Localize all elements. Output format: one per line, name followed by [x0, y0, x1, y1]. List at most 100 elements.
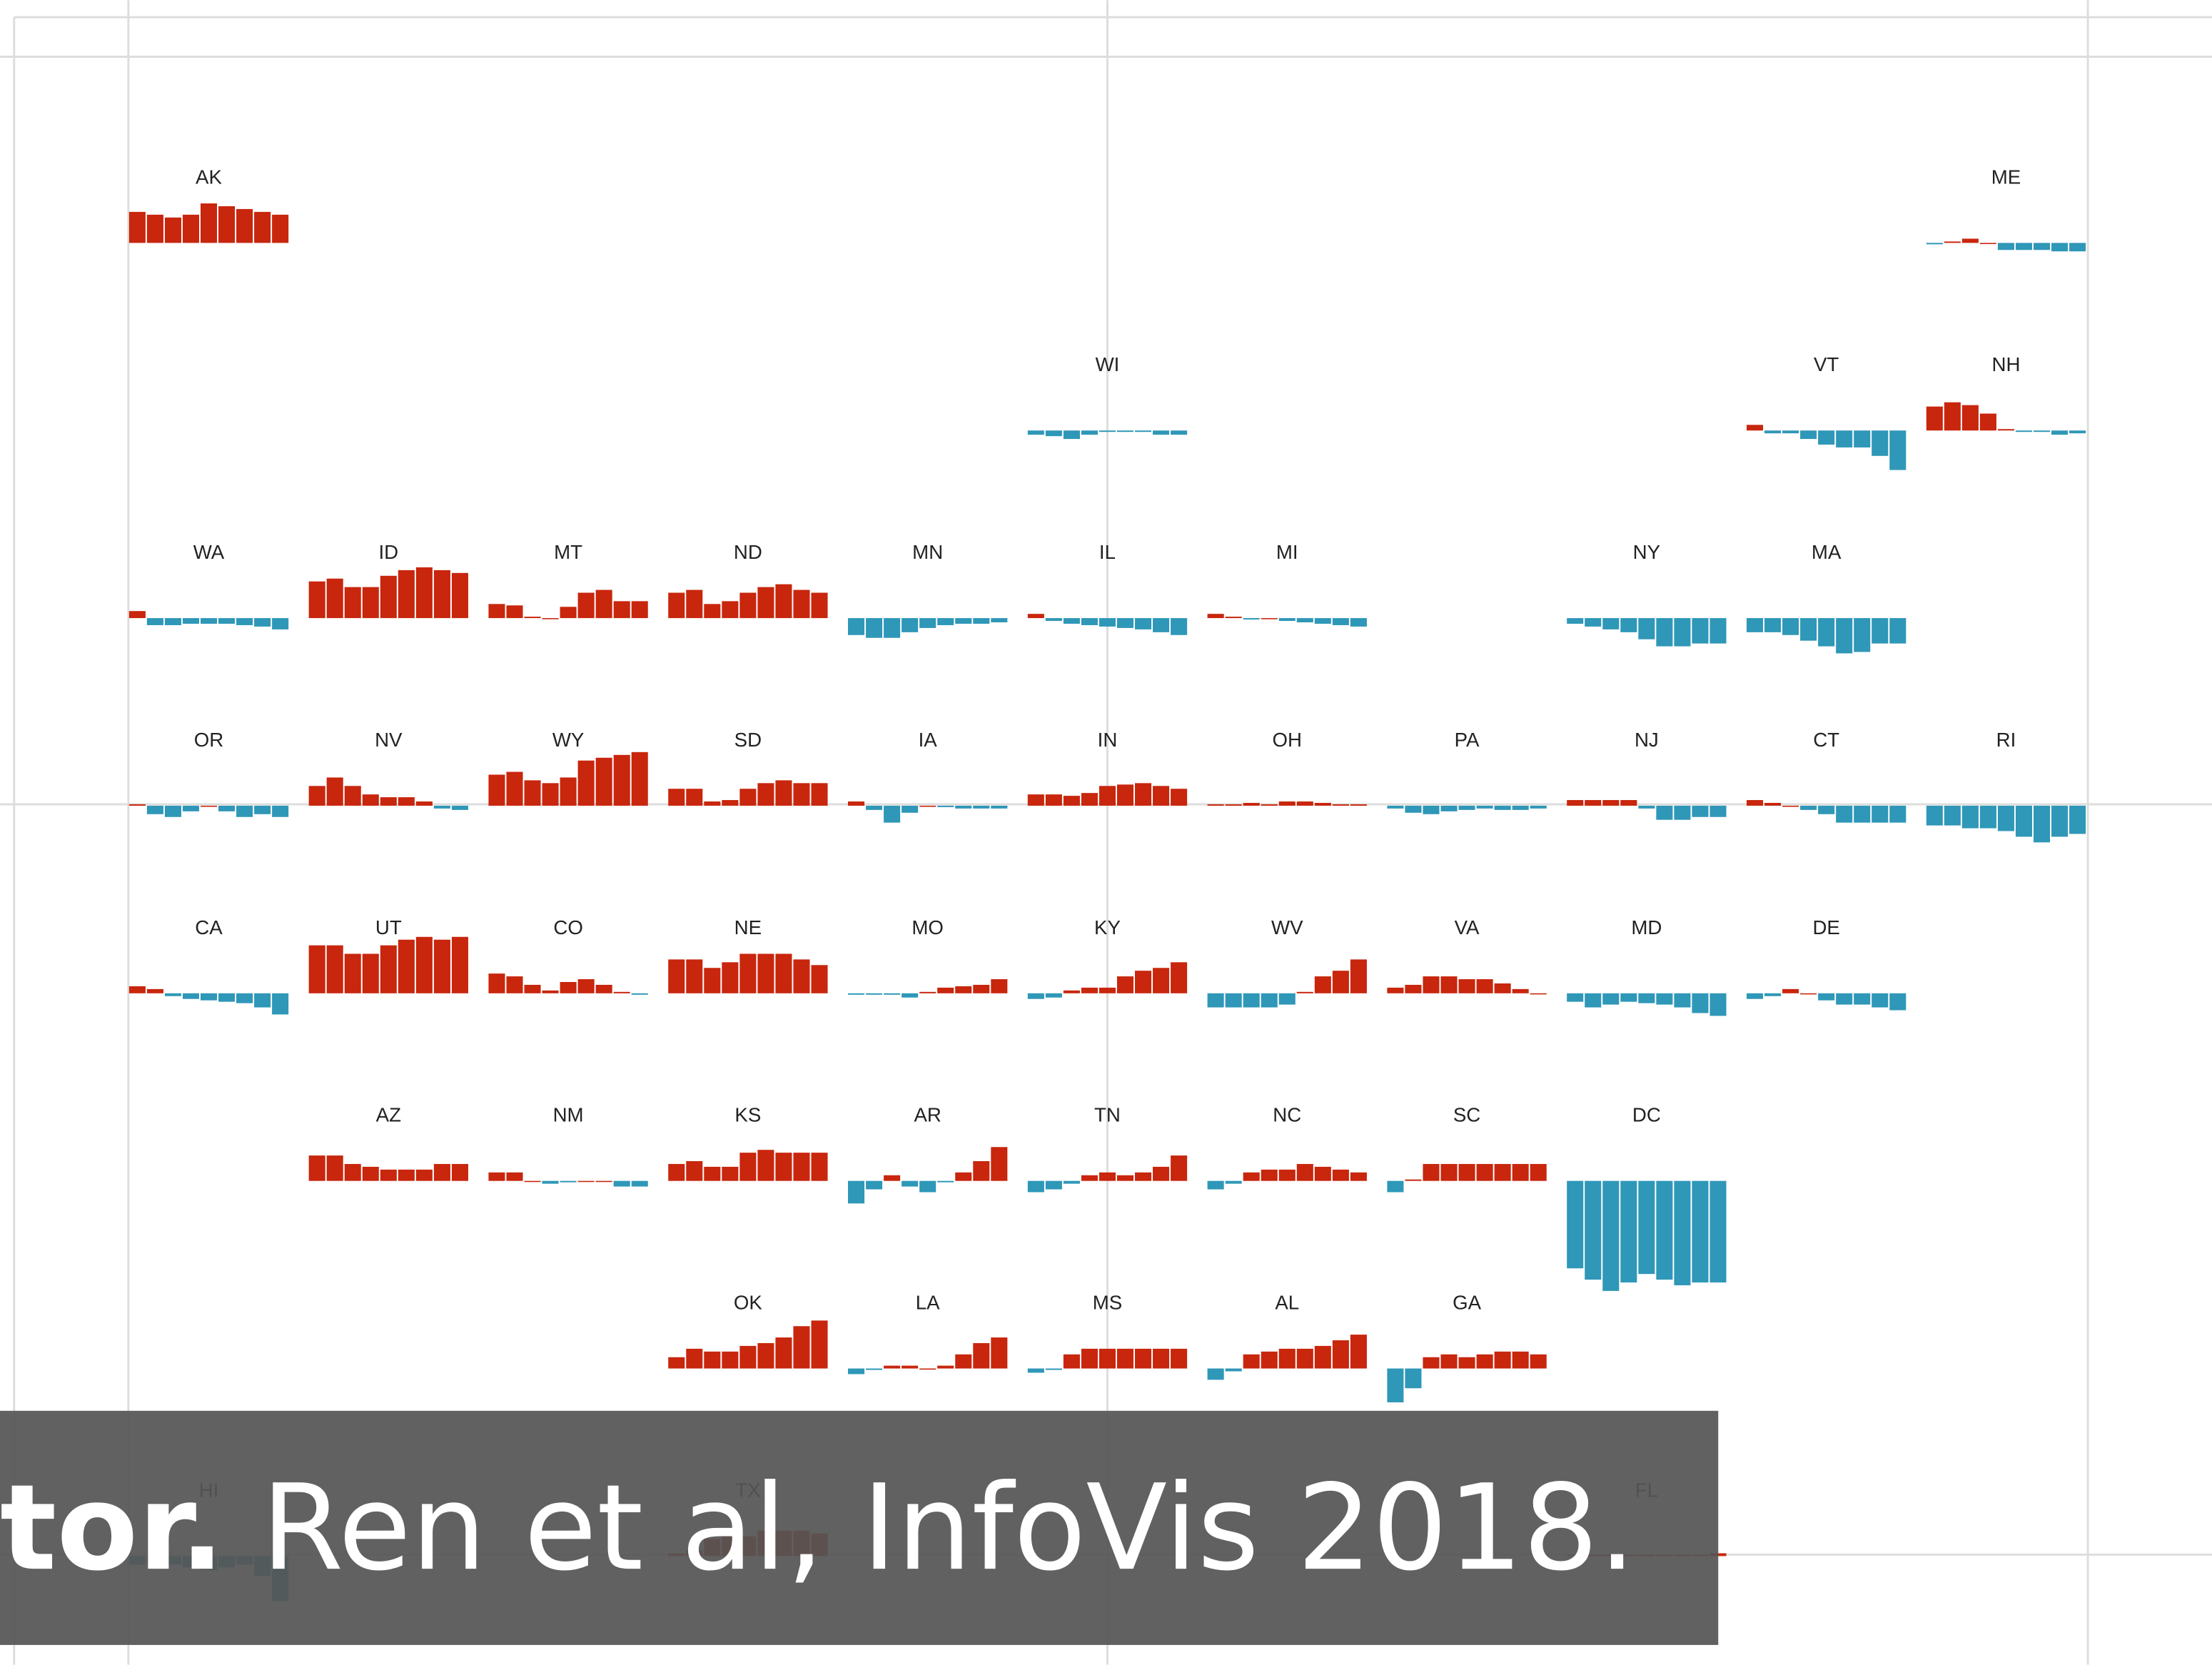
bar [200, 203, 218, 243]
tile: ID [308, 541, 468, 619]
bar [1296, 618, 1313, 623]
bar [595, 589, 612, 619]
tile-label: IN [1098, 729, 1118, 751]
bar [236, 618, 253, 625]
tile: CA [128, 916, 289, 1015]
bar [1638, 618, 1655, 639]
bar [128, 804, 146, 806]
bar [775, 780, 792, 806]
tile-label: AL [1275, 1292, 1299, 1314]
bar [1872, 618, 1889, 644]
bar [1153, 968, 1170, 993]
bar [1225, 993, 1242, 1008]
bar [1207, 614, 1224, 619]
bar [1332, 1169, 1349, 1181]
bar [1423, 1357, 1440, 1369]
bar [2015, 430, 2033, 432]
bar [1135, 783, 1152, 806]
tile: GA [1387, 1292, 1547, 1402]
bar [1800, 618, 1817, 641]
bar [236, 805, 253, 817]
bar [1243, 802, 1260, 806]
bar [902, 1365, 919, 1369]
bar [1800, 805, 1817, 810]
bar [1764, 802, 1782, 806]
bar [739, 953, 757, 993]
caption: tor. Ren et al, InfoVis 2018. [0, 1459, 1636, 1597]
tile: CO [488, 916, 648, 995]
tile-label: NC [1273, 1104, 1301, 1126]
tile-label: NH [1991, 353, 2020, 375]
bar [595, 757, 612, 806]
tile-label: NM [553, 1104, 584, 1126]
tile: KS [668, 1104, 828, 1181]
bar [1512, 805, 1529, 810]
bar [686, 789, 703, 806]
bar [577, 760, 595, 806]
bar [902, 1180, 919, 1187]
bar [344, 1163, 361, 1181]
bar [1153, 786, 1170, 806]
tile: IN [1027, 729, 1188, 806]
bar [739, 1345, 757, 1369]
bar [811, 1153, 828, 1181]
bar [1674, 805, 1691, 820]
bar [1027, 614, 1044, 619]
bar [1225, 804, 1242, 806]
bar [1387, 987, 1404, 993]
bar [919, 1368, 936, 1370]
bar [884, 1175, 901, 1181]
bar [668, 592, 685, 619]
bar [1099, 618, 1116, 627]
bar [182, 993, 200, 999]
bar [955, 986, 972, 993]
bar [524, 617, 541, 619]
bar [1602, 993, 1620, 1005]
bar [488, 1172, 505, 1181]
bar [919, 805, 936, 807]
bar [1818, 993, 1835, 1001]
bar [704, 604, 721, 619]
bar [542, 990, 559, 993]
bar [433, 1163, 450, 1181]
bar [1116, 784, 1134, 806]
bar [1278, 618, 1296, 622]
bar [1243, 1354, 1260, 1369]
bar [1153, 1166, 1170, 1181]
tile: UT [308, 916, 468, 993]
bar [542, 783, 559, 806]
tile: WY [488, 729, 648, 806]
bar [560, 1180, 577, 1183]
bar [793, 783, 810, 806]
bar [1854, 618, 1871, 652]
bar [884, 805, 901, 823]
bar [1332, 1340, 1349, 1369]
bar [1961, 405, 1979, 431]
bar [1979, 243, 1996, 244]
tile-label: GA [1453, 1292, 1482, 1314]
tile-label: KS [734, 1104, 761, 1126]
bar [1889, 618, 1907, 644]
bar [506, 771, 523, 806]
bar [1081, 430, 1098, 435]
bar [380, 797, 397, 806]
tile: NH [1926, 353, 2086, 435]
bar [1638, 805, 1655, 809]
bar [1063, 796, 1080, 806]
bar [775, 1337, 792, 1369]
bar [955, 1354, 972, 1369]
bar [2033, 805, 2051, 843]
bar [1620, 993, 1637, 1002]
bar [380, 1169, 397, 1181]
bar [1836, 618, 1853, 654]
bar [973, 1342, 990, 1369]
bar [811, 1320, 828, 1369]
bar [1063, 430, 1080, 440]
bar [146, 805, 163, 814]
bar [1458, 1163, 1475, 1181]
tile: NV [308, 729, 468, 810]
bar [164, 618, 181, 625]
bar [1944, 805, 1961, 826]
bar [2033, 430, 2051, 432]
bar [1746, 618, 1764, 632]
